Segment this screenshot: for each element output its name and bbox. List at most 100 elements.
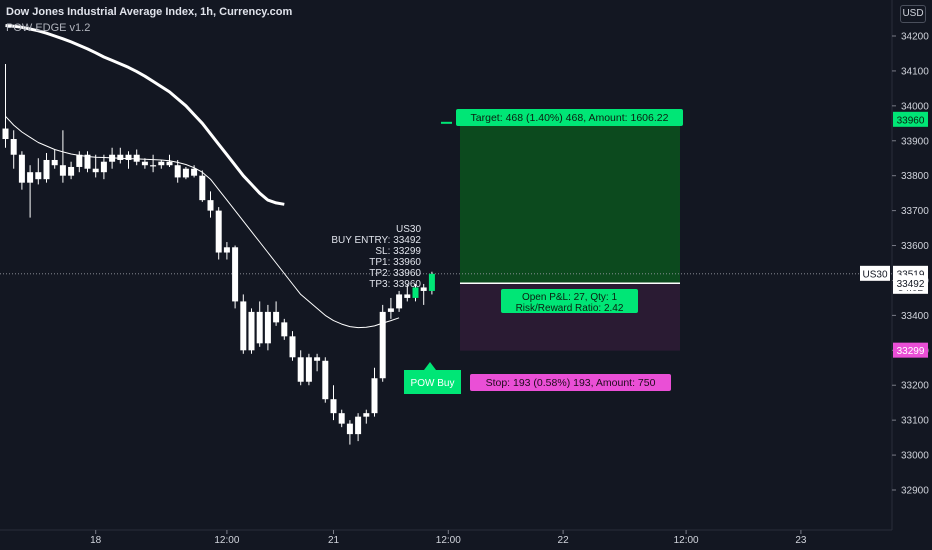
buy-label-box[interactable] [404, 370, 461, 394]
pnl-line2: Risk/Reward Ratio: 2.42 [516, 303, 624, 314]
signal-line: SL: 33299 [375, 246, 421, 257]
symbol-tag: US30 [862, 269, 887, 280]
pnl-line1: Open P&L: 27, Qty: 1 [522, 292, 617, 303]
candle-body [182, 168, 189, 178]
candle-body [379, 311, 386, 379]
candle-body [420, 287, 427, 291]
candle-body [371, 378, 378, 414]
price-tick-label: 33100 [901, 416, 929, 427]
candle-body [43, 159, 50, 180]
indicator-name[interactable]: POW EDGE v1.2 [6, 22, 91, 34]
candle-body [355, 416, 362, 435]
candle-body [363, 413, 370, 417]
target-price-tag: 33960 [897, 115, 925, 126]
candle-body [191, 168, 198, 176]
candle-body [10, 139, 17, 155]
ema-slow-line [5, 24, 285, 206]
candle-body [223, 247, 230, 253]
candle-body [240, 301, 247, 351]
candle-body [92, 168, 99, 173]
candle-body [330, 399, 337, 414]
price-tick-label: 33800 [901, 171, 929, 182]
chart-title: Dow Jones Industrial Average Index, 1h, … [6, 6, 293, 18]
candle-body [264, 311, 271, 344]
price-tick-label: 33400 [901, 311, 929, 322]
price-tick-label: 34100 [901, 66, 929, 77]
candle-body [68, 166, 75, 176]
candle-body [18, 154, 25, 183]
buy-label: POW Buy [411, 378, 455, 389]
candle-body [428, 273, 435, 291]
symbol-tag-box [860, 265, 890, 281]
candle-body [404, 294, 411, 298]
candle-body [207, 200, 214, 211]
candle-body [150, 165, 157, 167]
signal-line: TP1: 33960 [369, 257, 421, 268]
signal-line: BUY ENTRY: 33492 [331, 235, 421, 246]
candle-body [281, 322, 288, 337]
candle-body [133, 154, 140, 162]
signal-line: TP3: 33960 [369, 279, 421, 290]
candle-body [273, 311, 280, 323]
candle-body [141, 161, 148, 166]
candle-body [84, 154, 91, 169]
time-tick-label: 22 [558, 535, 570, 546]
candle-body [27, 172, 34, 183]
candle-body [76, 154, 83, 167]
candle-body [166, 161, 173, 166]
candle-body [256, 311, 263, 344]
price-tick-label: 34000 [901, 101, 929, 112]
stop-label-box[interactable] [470, 374, 671, 391]
candle-body [199, 175, 206, 201]
candle-body [51, 159, 58, 166]
candle-body [338, 413, 345, 424]
candle-body [232, 247, 239, 302]
candle-body [305, 357, 312, 382]
time-tick-label: 12:00 [214, 535, 239, 546]
candle-body [59, 165, 66, 176]
candle-body [314, 357, 321, 361]
target-zone[interactable] [460, 119, 680, 284]
price-tick-label: 34200 [901, 32, 929, 43]
price-tick-label: 33600 [901, 241, 929, 252]
candle-body [346, 423, 353, 435]
time-tick-label: 18 [90, 535, 102, 546]
last-price-tag: 33519 [897, 269, 925, 280]
candle-body [297, 357, 304, 382]
stop-price-tag-box [893, 342, 928, 358]
signal-line: TP2: 33960 [369, 268, 421, 279]
candle-body [387, 308, 394, 312]
candle-body [174, 165, 181, 178]
stop-label: Stop: 193 (0.58%) 193, Amount: 750 [486, 377, 656, 389]
target-label-box[interactable] [456, 109, 683, 126]
time-tick-label: 21 [328, 535, 340, 546]
pnl-label-box[interactable] [501, 289, 638, 313]
time-tick-label: 23 [795, 535, 807, 546]
ema-fast-line [5, 115, 400, 329]
price-tick-label: 33700 [901, 206, 929, 217]
signal-line: US30 [396, 224, 421, 235]
candle-body [412, 287, 419, 298]
target-label: Target: 468 (1.40%) 468, Amount: 1606.22 [471, 112, 669, 124]
price-tick-label: 33000 [901, 451, 929, 462]
candle-body [215, 210, 222, 253]
stop-price-tag: 33299 [897, 346, 925, 357]
price-tick-label: 32900 [901, 486, 929, 497]
candle-body [109, 154, 116, 162]
candle-body [396, 294, 403, 309]
buy-arrow [424, 362, 436, 370]
candle-body [100, 161, 107, 173]
price-tick-label: 33900 [901, 136, 929, 147]
candle-body [2, 128, 9, 140]
candle-body [248, 311, 255, 351]
candle-body [117, 154, 124, 160]
candle-body [125, 154, 132, 160]
entry-price-tag: 33492 [897, 279, 925, 290]
candle-body [158, 161, 165, 166]
time-tick-label: 12:00 [674, 535, 699, 546]
target-price-tag-box [893, 111, 928, 127]
time-tick-label: 12:00 [436, 535, 461, 546]
currency-button[interactable]: USD [900, 5, 926, 23]
price-tick-label: 33200 [901, 381, 929, 392]
